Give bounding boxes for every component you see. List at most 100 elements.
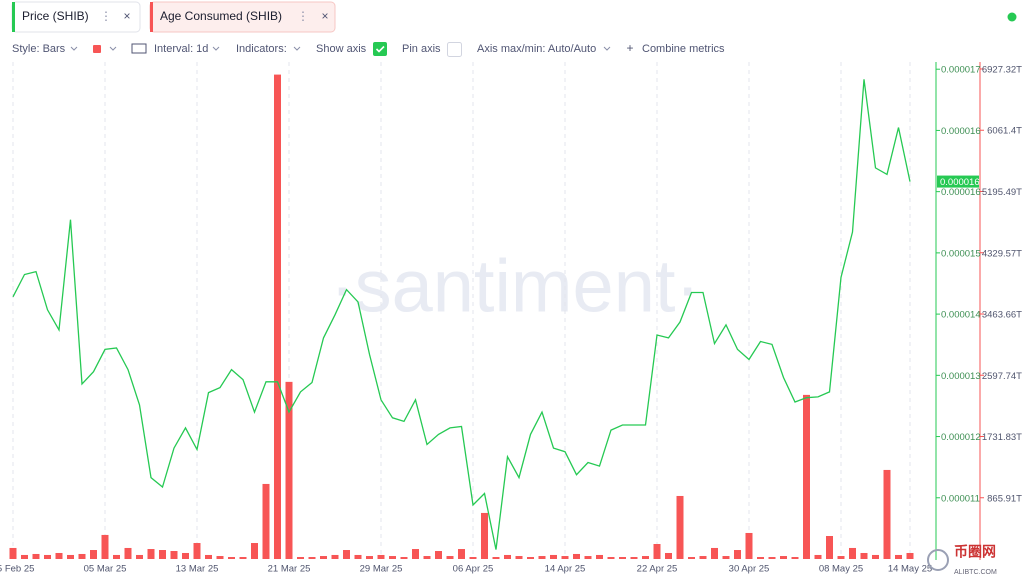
bar: [538, 556, 546, 559]
bar: [101, 534, 109, 559]
bar: [780, 556, 787, 559]
bar: [308, 557, 316, 559]
x-tick-label: 29 Mar 25: [360, 564, 403, 575]
chevron: [293, 46, 301, 51]
bar: [251, 543, 258, 559]
bar: [205, 554, 212, 559]
bar: [55, 552, 63, 559]
axis-minmax-select[interactable]: Axis max/min: Auto/Auto: [477, 43, 596, 55]
logo: 币圈网 ALIBTC.COM: [927, 544, 997, 576]
bar: [136, 554, 143, 559]
bar: [826, 536, 833, 559]
bar: [400, 557, 408, 559]
tab-close[interactable]: ×: [123, 9, 130, 23]
indicators-select[interactable]: Indicators:: [236, 43, 287, 55]
show-axis-checkbox[interactable]: [373, 42, 387, 56]
x-tick-label: 13 Mar 25: [176, 564, 219, 575]
tab-menu[interactable]: ⋮: [100, 9, 112, 23]
last-value-label: 0.000016: [940, 177, 980, 188]
y-tick-label: 0.000017: [941, 65, 981, 76]
bar: [113, 554, 120, 559]
show-axis-label: Show axis: [316, 43, 367, 55]
bar: [228, 557, 235, 559]
watermark: ·santiment·: [330, 245, 700, 328]
y-tick-label: 0.000015: [941, 248, 981, 259]
bar: [573, 553, 580, 559]
x-tick-label: 06 Apr 25: [453, 564, 494, 575]
bar: [366, 556, 373, 559]
bar: [147, 549, 155, 559]
x-tick-label: 22 Apr 25: [637, 564, 678, 575]
tab-price[interactable]: Price (SHIB) ⋮ ×: [11, 1, 141, 33]
bar: [676, 495, 684, 559]
color-picker[interactable]: [93, 45, 101, 53]
bar: [768, 557, 776, 559]
bar: [124, 547, 132, 559]
checkmark: [375, 45, 385, 53]
pin-axis-label: Pin axis: [402, 43, 441, 55]
bar: [745, 532, 753, 559]
bar: [377, 554, 385, 559]
bar: [67, 554, 74, 559]
price-line: [12, 79, 911, 550]
bar: [837, 556, 845, 559]
bar: [515, 556, 523, 559]
bar: [435, 551, 442, 559]
bar: [239, 557, 247, 559]
x-tick-label: 14 Apr 25: [545, 564, 586, 575]
y2-tick-label: 5195.49T: [982, 187, 1022, 198]
last-value-box: [937, 175, 979, 188]
bar: [90, 550, 97, 559]
bar: [653, 544, 661, 559]
bar: [389, 556, 396, 559]
interval-select[interactable]: Interval: 1d: [154, 43, 208, 55]
y-tick-label: 0.000012: [941, 432, 981, 443]
style-select[interactable]: Style: Bars: [12, 43, 66, 55]
plot: 25 Feb 25 05 Mar 25 13 Mar 25 21 Mar 25 29 M…: [0, 62, 932, 575]
bar: [906, 552, 914, 559]
x-tick-label: 14 May 25: [888, 564, 932, 575]
y2-tick-label: 3463.66T: [982, 310, 1022, 321]
tab-age[interactable]: Age Consumed (SHIB) ⋮ ×: [149, 1, 336, 33]
x-tick-label: 05 Mar 25: [84, 564, 127, 575]
bar: [285, 381, 293, 559]
bar: [458, 549, 465, 559]
bar: [860, 552, 868, 559]
bar: [504, 554, 511, 559]
tab-menu[interactable]: ⋮: [297, 9, 309, 23]
bar: [688, 557, 695, 559]
logo-icon: [927, 549, 949, 571]
bar: [492, 557, 500, 559]
bar: [182, 552, 189, 559]
tab-close[interactable]: ×: [321, 9, 328, 23]
chevron: [212, 46, 220, 51]
bar: [331, 554, 339, 559]
bar: [9, 547, 17, 559]
y2-tick-label: 4329.57T: [982, 248, 1022, 259]
bar: [216, 556, 224, 559]
bar: [711, 547, 718, 559]
bar: [630, 557, 638, 559]
pin-axis-checkbox[interactable]: [447, 42, 462, 57]
bar: [262, 483, 270, 559]
bar: [619, 557, 626, 559]
y-tick-label: 0.000014: [941, 310, 981, 321]
y2-tick-label: 1731.83T: [982, 432, 1022, 443]
x-tick-label: 30 Apr 25: [729, 564, 770, 575]
bar: [469, 557, 477, 559]
bar: [872, 554, 879, 559]
bar: [607, 557, 615, 559]
bar: [757, 557, 764, 559]
interval-icon: [131, 43, 147, 54]
bar: [550, 554, 557, 559]
y-tick-label: 0.000016: [941, 187, 981, 198]
bar: [791, 557, 799, 559]
bar: [297, 557, 304, 559]
bar: [734, 550, 741, 559]
bar: [446, 556, 454, 559]
bar: [665, 552, 672, 559]
bar: [343, 550, 350, 559]
combine-metrics[interactable]: Combine metrics: [642, 43, 725, 55]
